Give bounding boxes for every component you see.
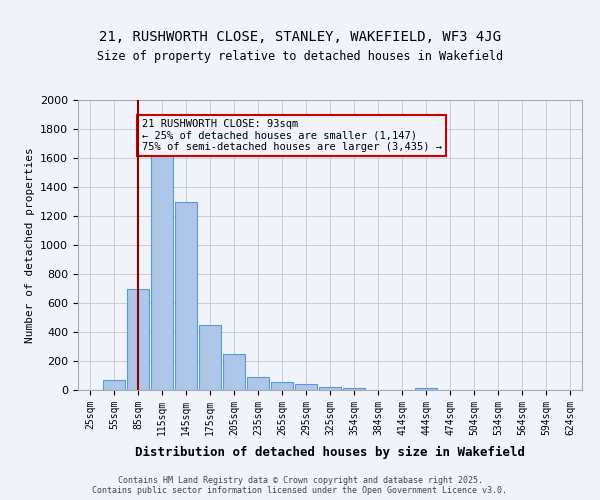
Bar	[415, 388, 437, 390]
Text: 21 RUSHWORTH CLOSE: 93sqm
← 25% of detached houses are smaller (1,147)
75% of se: 21 RUSHWORTH CLOSE: 93sqm ← 25% of detac…	[142, 119, 442, 152]
Y-axis label: Number of detached properties: Number of detached properties	[25, 147, 35, 343]
Text: 21, RUSHWORTH CLOSE, STANLEY, WAKEFIELD, WF3 4JG: 21, RUSHWORTH CLOSE, STANLEY, WAKEFIELD,…	[99, 30, 501, 44]
Bar	[223, 354, 245, 390]
Text: Contains HM Land Registry data © Crown copyright and database right 2025.
Contai: Contains HM Land Registry data © Crown c…	[92, 476, 508, 495]
Bar	[295, 384, 317, 390]
Text: Size of property relative to detached houses in Wakefield: Size of property relative to detached ho…	[97, 50, 503, 63]
Bar	[127, 288, 149, 390]
Bar	[271, 382, 293, 390]
Bar	[319, 387, 341, 390]
Bar	[247, 377, 269, 390]
X-axis label: Distribution of detached houses by size in Wakefield: Distribution of detached houses by size …	[135, 446, 525, 459]
Bar	[199, 325, 221, 390]
Bar	[343, 388, 365, 390]
Bar	[103, 380, 125, 390]
Bar	[175, 202, 197, 390]
Bar	[151, 151, 173, 390]
